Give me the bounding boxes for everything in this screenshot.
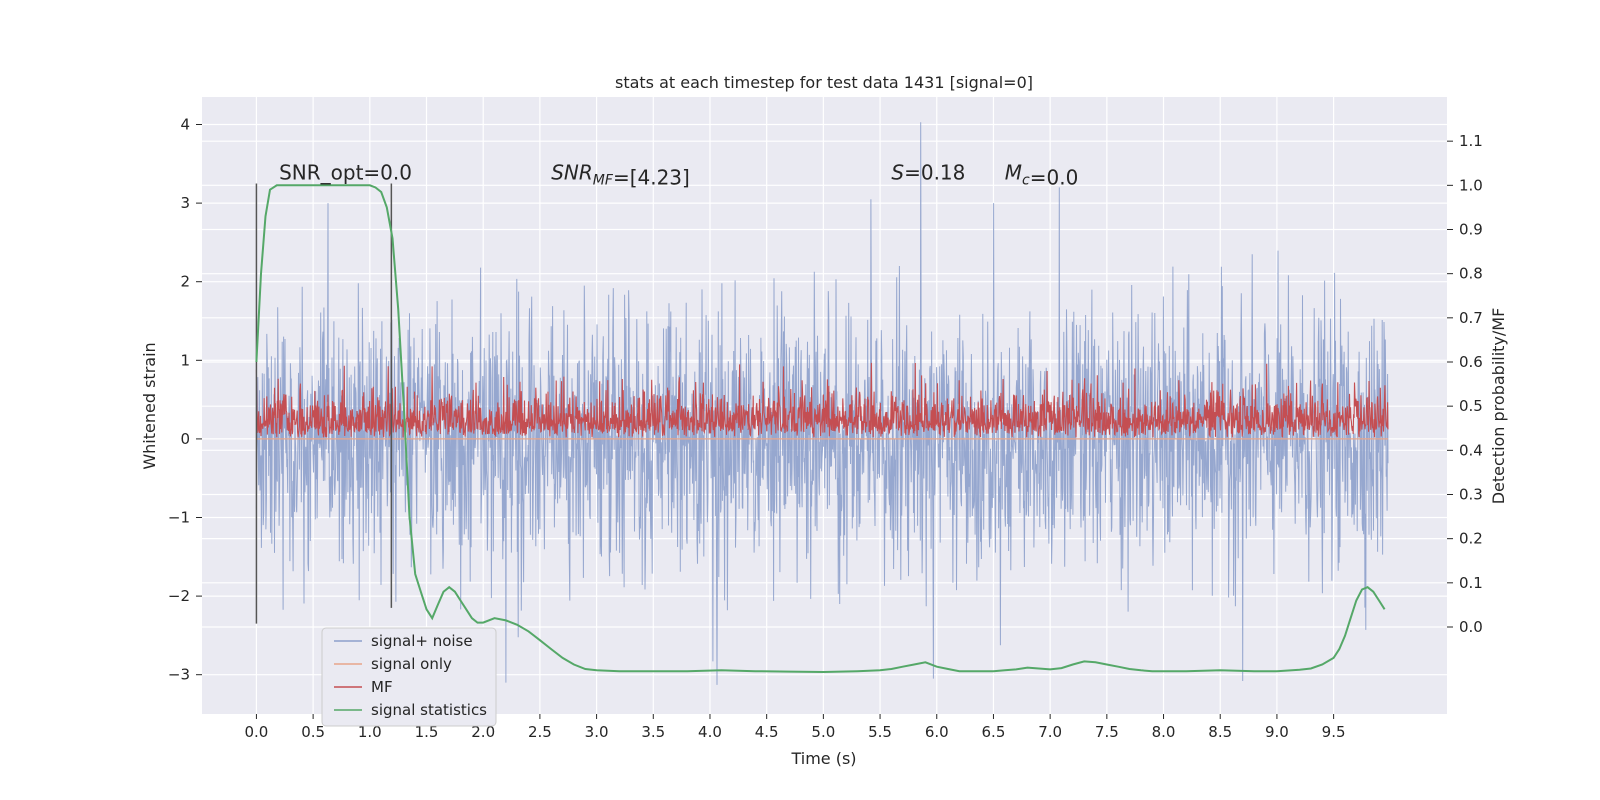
annotation-segment: MF (593, 173, 614, 189)
x-tick-label: 4.0 (698, 723, 722, 741)
annotation-segment: SNR (551, 161, 593, 185)
mf-series (255, 362, 1389, 438)
x-tick-label: 3.5 (641, 723, 665, 741)
y-right-tick-label: 1.0 (1459, 176, 1483, 194)
x-tick-label: 9.5 (1322, 723, 1346, 741)
legend-label-mf: MF (371, 678, 393, 696)
y-left-tick-label: 2 (180, 273, 190, 291)
y-axis-right-label: Detection probability/MF (1489, 308, 1508, 505)
legend-label-signal-noise: signal+ noise (371, 632, 473, 650)
y-axis-left-label: Whitened strain (140, 342, 159, 469)
x-tick-label: 2.0 (471, 723, 495, 741)
x-tick-label: 0.5 (301, 723, 325, 741)
annotations: SNR_opt=0.0 SNRMF=[4.23] S=0.18 Mc=0.0 (279, 161, 1078, 190)
x-tick-label: 9.0 (1265, 723, 1289, 741)
y-right-tick-label: 0.6 (1459, 353, 1483, 371)
y-left-tick-label: 3 (180, 194, 190, 212)
y-left-tick-label: 4 (180, 116, 190, 134)
x-tick-label: 8.5 (1208, 723, 1232, 741)
x-tick-label: 6.0 (925, 723, 949, 741)
y-right-tick-label: 0.1 (1459, 574, 1483, 592)
legend-box (321, 627, 497, 727)
signal-statistics-line (255, 184, 1386, 674)
x-tick-label: 7.0 (1038, 723, 1062, 741)
x-tick-label: 5.5 (868, 723, 892, 741)
x-tick-label: 8.0 (1152, 723, 1176, 741)
mf-line (255, 362, 1389, 438)
x-tick-label: 3.0 (585, 723, 609, 741)
annotation-4: Mc=0.0 (1005, 161, 1079, 190)
legend-label-signal-statistics: signal statistics (371, 701, 487, 719)
y-right-tick-label: 0.9 (1459, 220, 1483, 238)
x-axis: 0.0 0.5 1.0 1.5 2.0 2.5 3.0 3.5 4.0 4.5 5.0 5.5 6.0 6… (244, 714, 1346, 741)
annotation-3: S=0.18 (891, 161, 965, 185)
y-axis-left: −3 −2 −1 0 1 2 3 4 (168, 116, 202, 684)
annotation-segment: SNR_opt=0.0 (279, 161, 412, 185)
annotation-1: SNR_opt=0.0 (279, 161, 412, 185)
annotation-segment: =0.18 (904, 161, 965, 185)
y-axis-right: 0.0 0.1 0.2 0.3 0.4 0.5 0.6 0.7 0.8 0.9 1.0 1.1 (1447, 132, 1483, 636)
y-right-tick-label: 0.7 (1459, 309, 1483, 327)
y-right-tick-label: 0.3 (1459, 485, 1483, 503)
chart-title: stats at each timestep for test data 143… (615, 73, 1033, 92)
x-tick-label: 1.5 (415, 723, 439, 741)
x-tick-label: 7.5 (1095, 723, 1119, 741)
y-left-tick-label: 1 (180, 351, 190, 369)
x-tick-label: 5.0 (811, 723, 835, 741)
y-left-tick-label: −2 (168, 587, 190, 605)
y-right-tick-label: 0.4 (1459, 441, 1483, 459)
x-tick-label: 4.5 (755, 723, 779, 741)
annotation-segment: =[4.23] (613, 166, 690, 190)
y-right-tick-label: 0.5 (1459, 397, 1483, 415)
annotation-segment: M (1005, 161, 1022, 185)
annotation-segment: c (1022, 173, 1030, 189)
y-right-tick-label: 1.1 (1459, 132, 1483, 150)
signal-plus-noise-series (255, 122, 1389, 685)
x-tick-label: 1.0 (358, 723, 382, 741)
annotation-2: SNRMF=[4.23] (551, 161, 690, 190)
y-right-tick-label: 0.0 (1459, 618, 1483, 636)
signal-plus-noise-line (255, 122, 1389, 685)
x-tick-label: 6.5 (982, 723, 1006, 741)
y-right-tick-label: 0.2 (1459, 530, 1483, 548)
grid (202, 97, 1447, 714)
y-right-tick-label: 0.8 (1459, 265, 1483, 283)
annotation-segment: S (891, 161, 904, 185)
y-left-tick-label: 0 (180, 430, 190, 448)
annotation-segment: =0.0 (1030, 166, 1079, 190)
y-left-tick-label: −1 (168, 509, 190, 527)
legend: signal+ noise signal only MF signal stat… (321, 627, 497, 727)
signal-statistics-series (255, 184, 1386, 674)
x-axis-label: Time (s) (790, 749, 856, 768)
vertical-markers (255, 183, 393, 624)
y-left-tick-label: −3 (168, 666, 190, 684)
x-tick-label: 0.0 (244, 723, 268, 741)
x-tick-label: 2.5 (528, 723, 552, 741)
legend-label-signal-only: signal only (371, 655, 452, 673)
